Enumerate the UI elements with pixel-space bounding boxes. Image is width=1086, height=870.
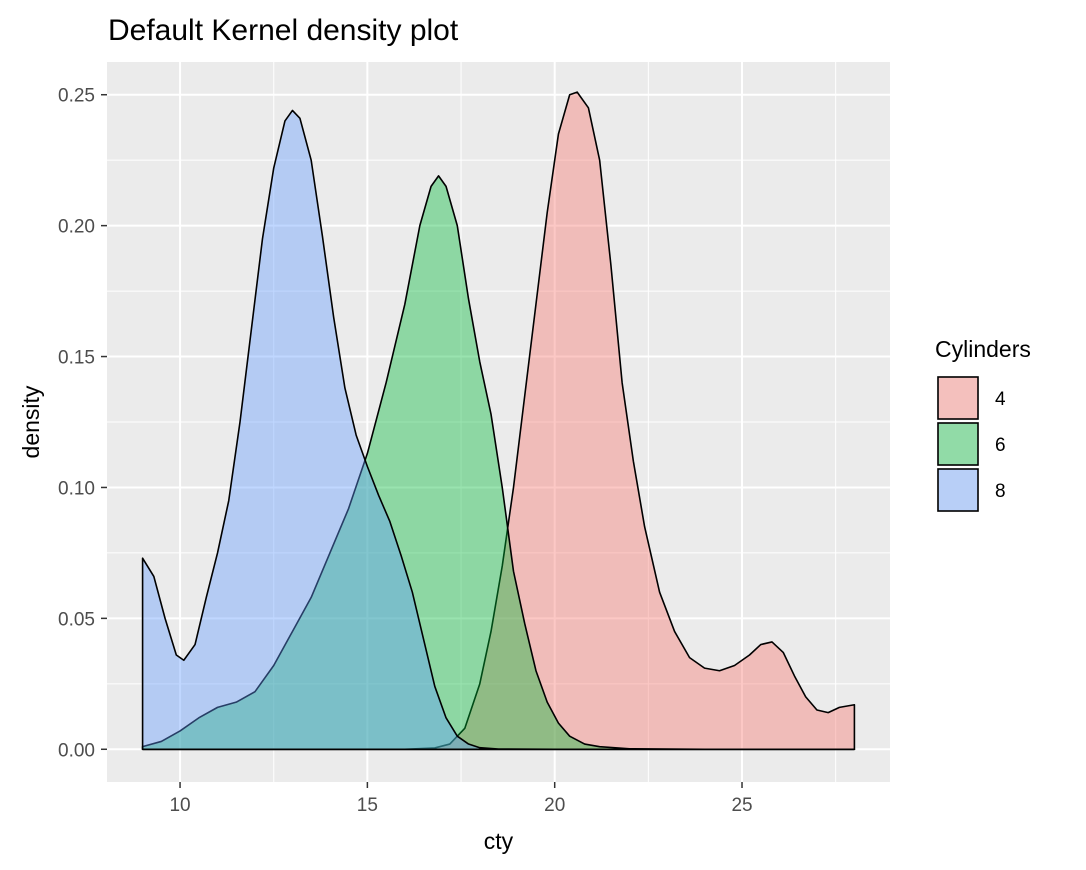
density-area-6 — [141, 175, 856, 751]
legend-items: 4 6 8 — [937, 376, 1006, 512]
x-tick-label: 20 — [544, 795, 565, 816]
y-tick-label: 0.25 — [58, 86, 95, 107]
x-axis-label: cty — [484, 828, 514, 854]
minor-gridlines — [107, 62, 890, 782]
y-axis-label: density — [18, 385, 44, 458]
legend-label-6: 6 — [995, 435, 1006, 456]
legend-key-bg — [937, 468, 979, 512]
x-tick-label: 25 — [731, 795, 752, 816]
legend: Cylinders 4 6 8 — [935, 336, 1031, 512]
density-area-4 — [141, 91, 856, 751]
x-axis-ticks: 10 15 20 25 — [169, 782, 753, 816]
legend-key-bg — [937, 422, 979, 466]
y-tick-label: 0.10 — [58, 478, 95, 499]
chart-title: Default Kernel density plot — [108, 14, 459, 47]
legend-label-8: 8 — [995, 481, 1006, 502]
legend-key-8 — [937, 468, 979, 512]
x-tick-label: 10 — [169, 795, 190, 816]
legend-key-6 — [937, 422, 979, 466]
legend-label-4: 4 — [995, 389, 1006, 410]
y-tick-label: 0.05 — [58, 609, 95, 630]
y-tick-label: 0.00 — [58, 740, 95, 761]
y-tick-label: 0.20 — [58, 217, 95, 238]
legend-title: Cylinders — [935, 336, 1031, 362]
legend-key-bg — [937, 376, 979, 420]
y-axis-ticks: 0.00 0.05 0.10 0.15 0.20 0.25 — [58, 86, 107, 761]
x-tick-label: 15 — [357, 795, 378, 816]
density-area-8 — [141, 109, 856, 751]
legend-key-4 — [937, 376, 979, 420]
density-series — [141, 91, 856, 751]
y-tick-label: 0.15 — [58, 348, 95, 369]
